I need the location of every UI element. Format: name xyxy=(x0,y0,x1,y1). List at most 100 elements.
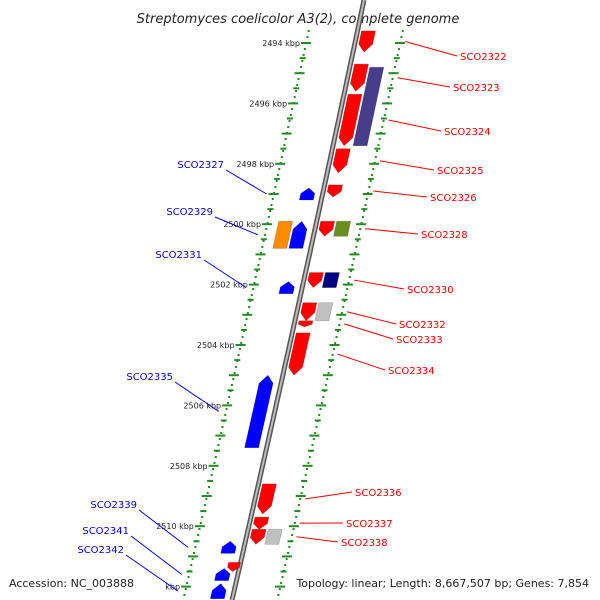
outer-ring-tick xyxy=(362,193,373,195)
inner-ring-dot xyxy=(296,84,299,86)
inner-ring-dot xyxy=(224,414,227,416)
outer-ring-dot xyxy=(391,78,394,80)
gene-sco2325 xyxy=(332,148,351,174)
inner-ring-dot xyxy=(186,582,189,584)
outer-ring-dot xyxy=(352,258,355,260)
outer-ring-dot xyxy=(306,468,309,470)
inner-ring-dot xyxy=(248,306,251,308)
inner-ring-dot xyxy=(212,468,215,470)
gene-sco2322 xyxy=(358,30,376,53)
inner-ring-dot xyxy=(240,342,243,344)
inner-ring-tick xyxy=(213,449,220,452)
inner-ring-dot xyxy=(233,372,236,374)
gene-label-sco2323: SCO2323 xyxy=(453,83,500,94)
inner-ring-dot xyxy=(303,48,306,50)
inner-ring-dot xyxy=(203,504,206,506)
outer-ring-tick xyxy=(307,449,314,452)
inner-ring-dot xyxy=(302,54,305,56)
scale-label: 2502 kbp xyxy=(210,281,248,290)
outer-ring-dot xyxy=(382,120,385,122)
inner-ring-dot xyxy=(228,396,231,398)
outer-ring-dot xyxy=(307,462,310,464)
outer-ring-dot xyxy=(311,444,314,446)
outer-ring-dot xyxy=(328,366,331,368)
outer-ring-tick xyxy=(388,72,399,75)
outer-ring-dot xyxy=(368,186,371,188)
feature-forward-0 xyxy=(352,66,385,146)
inner-ring-dot xyxy=(306,36,309,38)
inner-ring-dot xyxy=(193,552,196,554)
outer-ring-tick xyxy=(361,208,368,211)
outer-ring-tick xyxy=(349,253,360,256)
outer-ring-dot xyxy=(397,48,400,50)
outer-ring-dot xyxy=(320,402,323,404)
outer-ring-tick xyxy=(374,147,381,150)
outer-ring-dot xyxy=(339,318,342,320)
inner-ring-dot xyxy=(218,438,221,440)
outer-ring-dot xyxy=(342,306,345,308)
inner-ring-dot xyxy=(260,252,263,254)
gene-label-sco2333: SCO2333 xyxy=(396,335,443,346)
outer-ring-dot xyxy=(372,168,375,170)
outer-ring-tick xyxy=(387,87,394,90)
inner-ring-dot xyxy=(199,522,202,524)
inner-ring-dot xyxy=(271,198,274,200)
label-leader xyxy=(296,536,339,543)
outer-ring-dot xyxy=(292,528,295,530)
inner-ring-dot xyxy=(265,228,268,230)
inner-ring-dot xyxy=(246,312,249,314)
outer-ring-dot xyxy=(359,228,362,230)
gene-sco2337 xyxy=(253,516,270,530)
inner-ring-dot xyxy=(276,174,279,176)
label-leader xyxy=(174,381,220,412)
inner-ring-dot xyxy=(238,348,241,350)
inner-ring-dot xyxy=(261,246,264,248)
inner-ring-dot xyxy=(191,558,194,560)
gene-sco2333 xyxy=(297,320,314,328)
label-leader xyxy=(130,535,183,575)
outer-ring-tick xyxy=(275,585,286,588)
inner-ring-dot xyxy=(241,336,244,338)
inner-ring-tick xyxy=(201,495,212,497)
outer-ring-tick xyxy=(380,117,387,120)
inner-ring-tick xyxy=(260,238,267,241)
outer-ring-tick xyxy=(367,177,374,180)
outer-ring-dot xyxy=(293,522,296,524)
label-leader xyxy=(405,41,458,57)
outer-ring-dot xyxy=(312,438,315,440)
inner-ring-tick xyxy=(234,359,241,362)
outer-ring-dot xyxy=(304,474,307,476)
inner-ring-tick xyxy=(275,162,286,165)
inner-ring-tick xyxy=(288,102,299,105)
genome-backbone xyxy=(229,0,367,600)
inner-ring-tick xyxy=(227,389,234,392)
outer-ring-tick xyxy=(281,555,292,558)
outer-ring-dot xyxy=(360,222,363,224)
outer-ring-dot xyxy=(319,408,322,410)
feature-forward-2 xyxy=(321,272,340,288)
inner-ring-tick xyxy=(262,223,273,226)
inner-ring-dot xyxy=(250,294,253,296)
outer-ring-dot xyxy=(295,516,298,518)
inner-ring-tick xyxy=(268,193,279,195)
outer-ring-dot xyxy=(299,498,302,500)
label-leader xyxy=(225,169,267,195)
backbone-highlight xyxy=(231,0,365,600)
inner-ring-dot xyxy=(274,186,277,188)
inner-ring-dot xyxy=(221,426,224,428)
inner-ring-tick xyxy=(281,132,292,135)
outer-ring-dot xyxy=(324,384,327,386)
outer-ring-dot xyxy=(374,156,377,158)
gene-label-sco2337: SCO2337 xyxy=(346,519,393,530)
inner-ring-dot xyxy=(258,258,261,260)
inner-ring-dot xyxy=(234,366,237,368)
outer-ring-tick xyxy=(295,495,306,497)
outer-ring-tick xyxy=(393,57,400,60)
gene-label-sco2339: SCO2339 xyxy=(90,500,137,511)
inner-ring-dot xyxy=(214,456,217,458)
outer-ring-tick xyxy=(328,359,335,362)
inner-ring-dot xyxy=(307,30,310,32)
inner-ring-tick xyxy=(240,328,247,331)
feature-forward-4 xyxy=(264,528,283,545)
gene-label-sco2342: SCO2342 xyxy=(77,545,124,556)
